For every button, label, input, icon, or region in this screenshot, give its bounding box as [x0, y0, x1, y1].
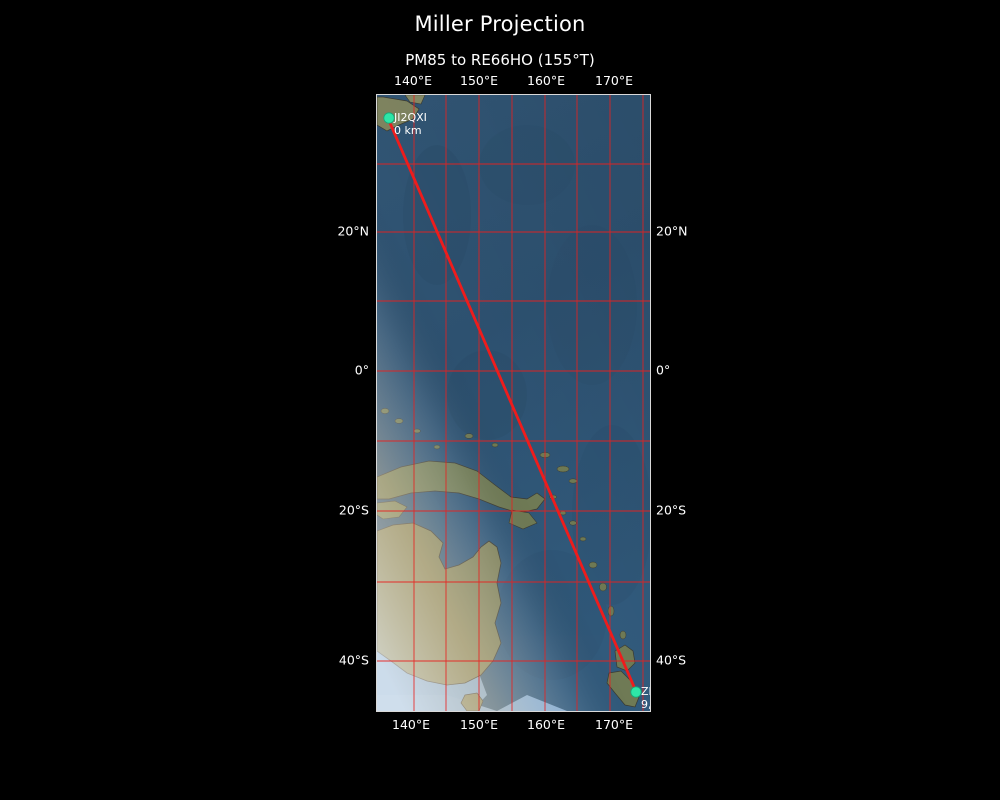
lat-tick-left-20n: 20°N — [337, 223, 369, 239]
map-panel[interactable]: JI2QXI 0 km ZL3TUX 9,454 km — [376, 94, 651, 712]
lat-tick-left-20s: 20°S — [338, 502, 369, 518]
path-line — [388, 121, 637, 691]
lat-tick-right-20s: 20°S — [656, 502, 687, 518]
lon-tick-top-140e: 140°E — [393, 73, 433, 88]
lat-tick-left-40s: 40°S — [338, 652, 369, 668]
map-graphics — [377, 95, 650, 711]
lat-tick-right-20n: 20°N — [656, 223, 688, 239]
lon-tick-bottom-150e: 150°E — [459, 717, 499, 732]
lon-tick-bottom-140e: 140°E — [391, 717, 431, 732]
map-canvas[interactable]: JI2QXI 0 km ZL3TUX 9,454 km — [377, 95, 650, 711]
figure-subtitle: PM85 to RE66HO (155°T) — [405, 51, 595, 69]
start-marker — [383, 112, 395, 124]
lon-tick-top-170e: 170°E — [594, 73, 634, 88]
lon-tick-bottom-160e: 160°E — [526, 717, 566, 732]
lat-tick-left-0: 0° — [354, 362, 369, 378]
graticule-layer — [377, 95, 650, 711]
lat-tick-right-40s: 40°S — [656, 652, 687, 668]
end-marker — [630, 686, 642, 698]
page-title: Miller Projection — [414, 12, 586, 36]
lon-tick-top-160e: 160°E — [526, 73, 566, 88]
lon-tick-top-150e: 150°E — [459, 73, 499, 88]
lat-tick-right-0: 0° — [656, 362, 671, 378]
lon-tick-bottom-170e: 170°E — [594, 717, 634, 732]
